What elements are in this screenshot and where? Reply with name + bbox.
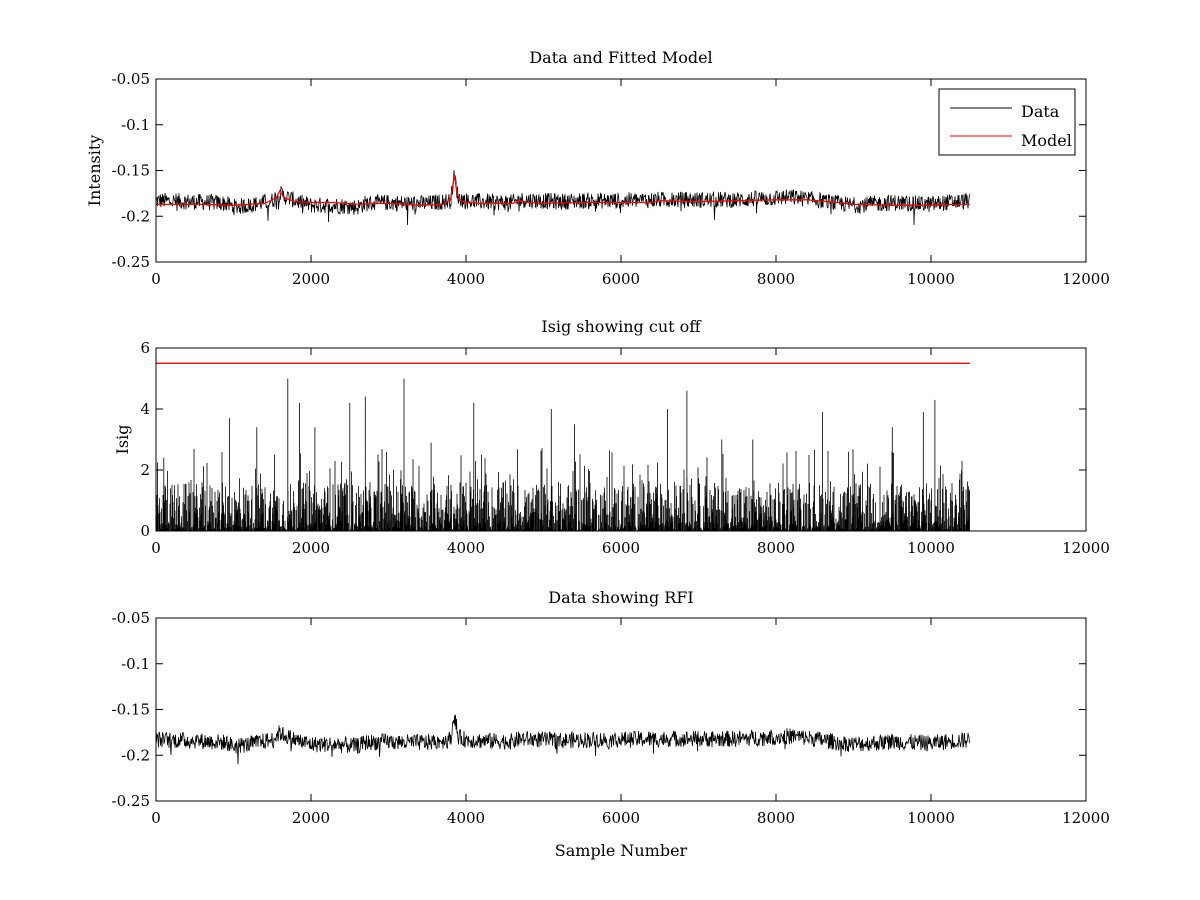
- y-tick-label: -0.05: [112, 609, 150, 627]
- y-tick-label: -0.05: [112, 70, 150, 88]
- y-axis-label: Intensity: [85, 135, 104, 207]
- legend-label-data: Data: [1021, 102, 1060, 121]
- series-line-model: [156, 174, 970, 206]
- y-tick-label: -0.25: [112, 792, 150, 810]
- y-tick-label: -0.15: [112, 701, 150, 719]
- x-tick-label: 2000: [292, 539, 330, 557]
- x-tick-label: 6000: [602, 539, 640, 557]
- x-tick-label: 12000: [1062, 539, 1110, 557]
- legend-box: [938, 88, 1076, 156]
- y-tick-label: -0.1: [121, 655, 150, 673]
- x-tick-label: 12000: [1062, 809, 1110, 827]
- legend: Data Model: [938, 88, 1076, 156]
- y-tick-label: 6: [140, 339, 150, 357]
- x-tick-label: 6000: [602, 270, 640, 288]
- panel-title: Data and Fitted Model: [529, 48, 712, 67]
- x-tick-label: 2000: [292, 270, 330, 288]
- y-tick-label: -0.15: [112, 162, 150, 180]
- x-tick-label: 6000: [602, 809, 640, 827]
- y-tick-label: 2: [140, 461, 150, 479]
- x-tick-label: 10000: [907, 809, 955, 827]
- y-tick-label: -0.2: [121, 207, 150, 225]
- x-tick-label: 8000: [757, 809, 795, 827]
- series-line-data: [155, 714, 970, 765]
- x-tick-label: 10000: [907, 270, 955, 288]
- x-tick-label: 12000: [1062, 270, 1110, 288]
- y-tick-label: -0.1: [121, 116, 150, 134]
- panel-title: Data showing RFI: [548, 588, 693, 607]
- x-tick-label: 4000: [447, 270, 485, 288]
- x-axis-label: Sample Number: [555, 841, 688, 860]
- y-axis-label: Isig: [113, 425, 132, 455]
- x-tick-label: 4000: [447, 809, 485, 827]
- x-tick-label: 8000: [757, 270, 795, 288]
- x-tick-label: 4000: [447, 539, 485, 557]
- panel-data-showing-rfi: Data showing RFI Sample Number 0 2000 4000…: [112, 588, 1110, 860]
- x-tick-label: 0: [151, 539, 161, 557]
- y-tick-label: -0.25: [112, 253, 150, 271]
- x-tick-label: 8000: [757, 539, 795, 557]
- x-tick-label: 0: [151, 270, 161, 288]
- panel-title: Isig showing cut off: [541, 317, 702, 336]
- x-tick-label: 10000: [907, 539, 955, 557]
- panel-isig-showing-cut-off: Isig showing cut off Isig 0 2000 4000 6000 8…: [113, 317, 1110, 557]
- legend-label-model: Model: [1021, 131, 1072, 150]
- x-tick-label: 0: [151, 809, 161, 827]
- y-tick-label: -0.2: [121, 746, 150, 764]
- y-tick-label: 0: [140, 522, 150, 540]
- panel-data-and-fitted-model: Data and Fitted Model Intensity 0 2000 400…: [85, 48, 1110, 288]
- series-line-data: [155, 170, 970, 226]
- y-tick-label: 4: [140, 400, 150, 418]
- x-tick-label: 2000: [292, 809, 330, 827]
